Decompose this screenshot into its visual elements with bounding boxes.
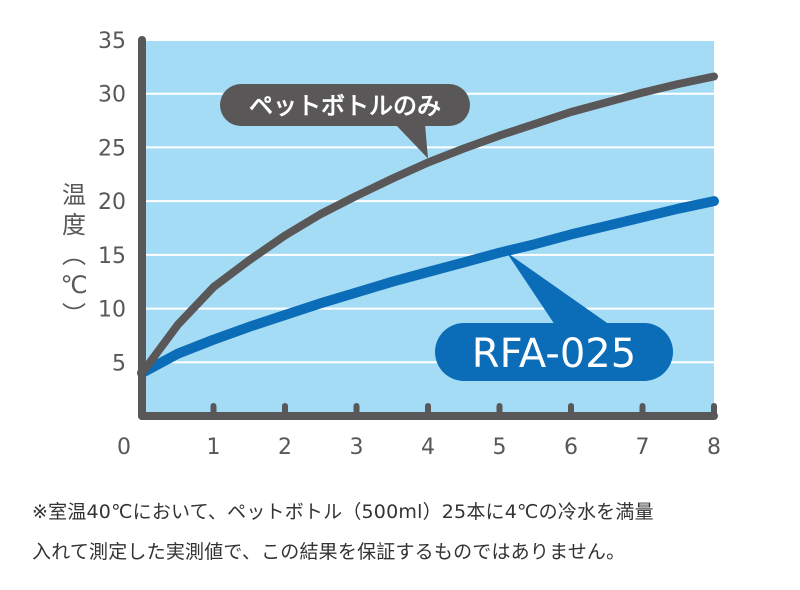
series-line-0 (138, 72, 718, 377)
x-tick-label-2: 2 (278, 435, 292, 460)
origin-label: 0 (117, 435, 131, 460)
callout-label-1: RFA-025 (472, 331, 636, 377)
x-tick-label-8: 8 (707, 435, 721, 460)
y-tick-label-15: 15 (98, 244, 126, 269)
y-tick-label-25: 25 (98, 136, 126, 161)
tick-labels: 1 2 3 4 5 6 7 8 0 5 10 15 20 25 30 35 (98, 29, 721, 460)
x-tick-label-4: 4 (421, 435, 435, 460)
y-axis-label: 温度︵ ℃ ︶ (61, 181, 88, 329)
y-tick-label-5: 5 (112, 351, 126, 376)
y-tick-label-20: 20 (98, 190, 126, 215)
temperature-line-chart: 1 2 3 4 5 6 7 8 0 5 10 15 20 25 30 35 温度︵ ℃ ︶ ペットボトルのみ RFA… (61, 29, 721, 460)
x-tick-label-6: 6 (564, 435, 578, 460)
callout-label-0: ペットボトルのみ (249, 92, 441, 120)
series-callouts: ペットボトルのみ RFA-025 (220, 84, 673, 381)
y-axis-label-text: 温度︵ ℃ ︶ (61, 181, 88, 329)
callout-pointer-1 (506, 252, 610, 325)
callout-box-1 (435, 323, 673, 381)
y-tick-label-10: 10 (98, 298, 126, 323)
series-lines (137, 72, 719, 378)
callout-pointer-0 (395, 124, 428, 159)
x-tick-label-7: 7 (636, 435, 650, 460)
x-tick-label-5: 5 (493, 435, 507, 460)
axes (138, 36, 718, 420)
y-tick-label-35: 35 (98, 29, 126, 54)
footnote-line-2: 入れて測定した実測値で、この結果を保証するものではありません。 (32, 541, 626, 563)
callout-box-0 (220, 84, 470, 126)
y-tick-label-30: 30 (98, 83, 126, 108)
series-line-1 (137, 196, 719, 378)
x-tick-label-1: 1 (207, 435, 221, 460)
x-tick-label-3: 3 (350, 435, 364, 460)
footnote-line-1: ※室温40℃において、ペットボトル（500ml）25本に4℃の冷水を満量 (32, 501, 654, 523)
